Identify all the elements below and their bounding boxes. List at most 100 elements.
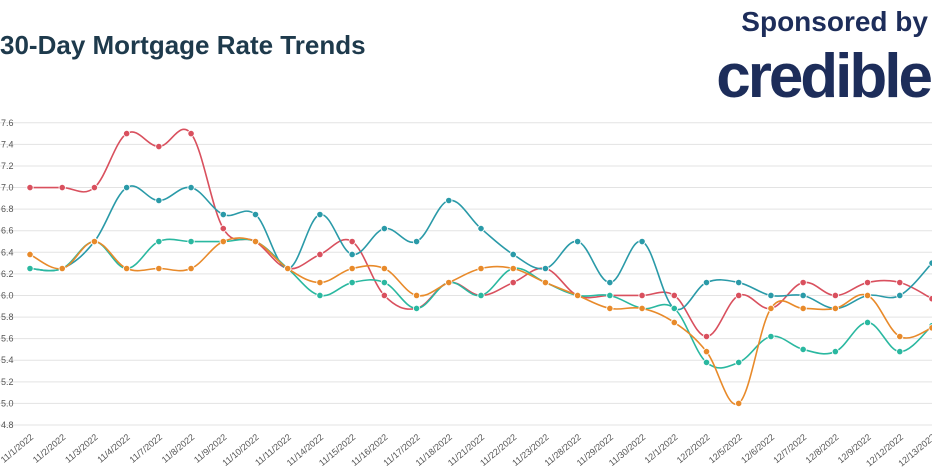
data-point xyxy=(348,264,356,273)
data-point xyxy=(509,264,517,273)
data-point xyxy=(380,224,388,233)
data-point xyxy=(348,237,356,246)
y-axis-ticks: 7.6 7.4 7.2 7.0 6.8 6.6 6.4 6.2 6.0 5.8 5.6 5.4 5.2 5… xyxy=(1,118,14,430)
x-tick-label: 11/8/2022 xyxy=(160,432,197,465)
data-point xyxy=(155,196,163,205)
data-point xyxy=(187,183,195,192)
data-point xyxy=(477,224,485,233)
y-tick-label: 7.2 xyxy=(1,161,14,171)
data-point xyxy=(26,250,34,259)
data-point xyxy=(767,291,775,300)
sponsor-text: Sponsored by xyxy=(741,6,928,37)
x-tick-label: 11/3/2022 xyxy=(63,432,100,465)
data-point xyxy=(863,278,872,287)
y-tick-label: 5.0 xyxy=(1,398,14,408)
y-tick-label: 6.2 xyxy=(1,269,14,279)
data-point xyxy=(574,291,582,300)
data-point xyxy=(123,264,131,273)
y-tick-label: 6.8 xyxy=(1,204,14,214)
data-point xyxy=(187,129,195,138)
data-point xyxy=(896,332,904,341)
y-tick-label: 6.6 xyxy=(1,226,14,236)
data-point xyxy=(670,291,678,300)
x-axis-ticks: 11/1/202211/2/202211/3/202211/4/202211/7… xyxy=(0,432,932,469)
data-point xyxy=(767,304,775,313)
data-point xyxy=(123,183,131,192)
chart-title: 30-Day Mortgage Rate Trends xyxy=(0,30,366,60)
data-point xyxy=(219,237,227,246)
data-point xyxy=(735,358,743,366)
data-point xyxy=(638,237,646,246)
data-point xyxy=(316,278,324,287)
x-tick-label: 12/5/2022 xyxy=(707,432,744,465)
data-point xyxy=(58,183,66,192)
y-tick-label: 5.8 xyxy=(1,312,14,322)
grid-lines xyxy=(0,122,932,426)
data-point xyxy=(26,264,34,273)
series-line xyxy=(30,128,932,338)
data-point xyxy=(26,183,34,192)
data-point xyxy=(896,291,904,300)
data-point xyxy=(445,278,453,287)
data-point xyxy=(219,224,227,233)
x-tick-label: 12/8/2022 xyxy=(804,432,841,465)
series-line xyxy=(29,185,932,311)
data-point xyxy=(58,264,66,273)
data-point xyxy=(799,345,807,354)
data-point xyxy=(799,291,807,300)
y-tick-label: 4.8 xyxy=(1,420,14,430)
x-tick-label: 12/2/2022 xyxy=(675,432,712,465)
data-point xyxy=(187,237,195,246)
series-line xyxy=(29,238,932,369)
y-tick-label: 5.2 xyxy=(1,377,14,387)
data-point xyxy=(412,291,421,300)
series-4 xyxy=(26,237,932,408)
data-point xyxy=(735,399,743,408)
data-point xyxy=(251,237,260,246)
y-tick-label: 6.0 xyxy=(1,290,14,300)
x-tick-label: 12/7/2022 xyxy=(771,432,808,465)
x-tick-label: 11/1/2022 xyxy=(0,432,35,465)
series-3 xyxy=(26,237,932,369)
series-lines xyxy=(26,128,932,408)
data-point xyxy=(316,291,324,300)
data-point xyxy=(123,129,131,138)
y-tick-label: 7.6 xyxy=(1,118,14,128)
data-point xyxy=(670,318,678,327)
data-point xyxy=(896,278,904,287)
data-point xyxy=(735,291,743,300)
series-2 xyxy=(26,183,932,313)
data-point xyxy=(541,278,550,287)
series-line xyxy=(29,237,932,405)
data-point xyxy=(638,304,646,313)
data-point xyxy=(380,278,388,287)
data-point xyxy=(155,237,163,246)
data-point xyxy=(606,304,614,313)
data-point xyxy=(380,291,388,300)
x-tick-label: 12/1/2022 xyxy=(642,432,679,465)
data-point xyxy=(702,278,711,287)
data-point xyxy=(284,264,292,273)
data-point xyxy=(412,304,421,313)
data-point xyxy=(735,278,743,287)
data-point xyxy=(348,278,356,287)
x-tick-label: 11/4/2022 xyxy=(95,432,132,465)
data-point xyxy=(702,358,711,366)
data-point xyxy=(348,250,356,259)
y-tick-label: 6.4 xyxy=(1,247,14,257)
data-point xyxy=(155,264,163,273)
data-point xyxy=(316,250,324,259)
data-point xyxy=(896,348,904,356)
data-point xyxy=(606,291,614,300)
data-point xyxy=(412,237,421,246)
data-point xyxy=(509,278,517,287)
data-point xyxy=(831,291,839,300)
x-tick-label: 11/2/2022 xyxy=(31,432,68,465)
data-point xyxy=(90,183,99,192)
data-point xyxy=(767,332,775,341)
y-tick-label: 5.4 xyxy=(1,355,14,365)
data-point xyxy=(831,304,839,313)
data-point xyxy=(155,142,163,151)
data-point xyxy=(477,264,485,273)
data-point xyxy=(219,210,227,219)
